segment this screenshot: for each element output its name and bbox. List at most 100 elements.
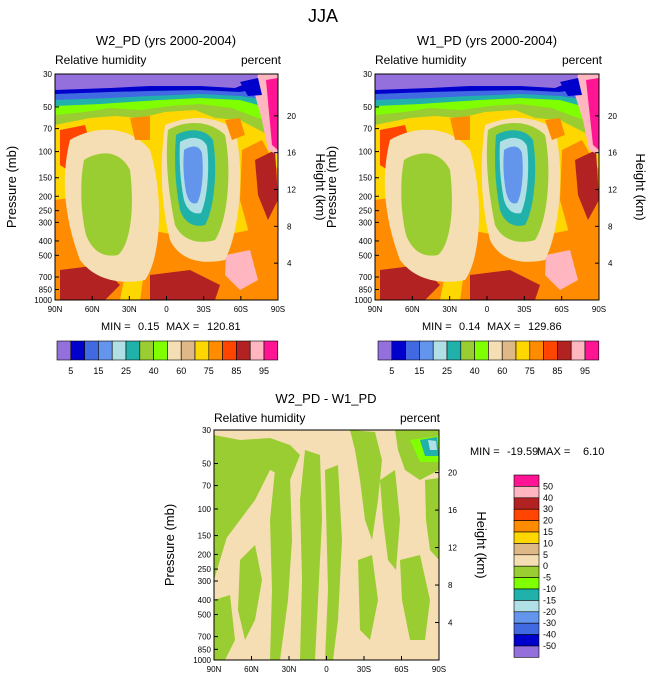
colorbar-swatch	[56, 340, 72, 361]
min-value: 0.15	[138, 321, 159, 333]
y-tick-label: 250	[359, 207, 373, 216]
colorbar-swatch	[111, 340, 127, 361]
height-tick-label: 4	[448, 619, 453, 628]
y-tick-label: 30	[43, 70, 52, 79]
max-value: 6.10	[583, 446, 604, 458]
figure-title: JJA	[308, 6, 338, 26]
colorbar-swatch	[513, 611, 540, 624]
height-tick-label: 8	[608, 222, 613, 231]
y-tick-label: 200	[198, 550, 212, 559]
y-tick-label: 30	[202, 426, 211, 435]
colorbar-swatch	[153, 340, 168, 361]
y-tick-label: 70	[43, 125, 52, 134]
x-tick-label: 60N	[405, 305, 420, 314]
colorbar-label: 60	[176, 366, 186, 376]
y-tick-label: 70	[363, 125, 372, 134]
y-tick-label: 30	[363, 70, 372, 79]
colorbar-label: 25	[442, 366, 452, 376]
colorbar-swatch	[222, 340, 237, 361]
colorbar-swatch	[446, 340, 462, 361]
y-tick-label: 400	[198, 596, 212, 605]
max-label: MAX =	[487, 321, 520, 333]
colorbar-label: -15	[543, 595, 556, 605]
y-tick-label: 850	[198, 645, 212, 654]
panel-w2-pd: W2_PD (yrs 2000-2004) Relative humidity …	[4, 33, 328, 376]
colorbar-swatch	[513, 554, 540, 567]
y-tick-label: 850	[39, 286, 53, 295]
y-tick-label: 700	[198, 633, 212, 642]
right-string: percent	[562, 53, 603, 67]
max-value: 120.81	[207, 321, 241, 333]
left-string: Relative humidity	[375, 53, 466, 67]
colorbar-label: -30	[543, 618, 556, 628]
panel-title: W2_PD - W1_PD	[275, 391, 376, 406]
colorbar-swatch	[208, 340, 223, 361]
contour-field	[375, 74, 599, 300]
panel-title: W2_PD (yrs 2000-2004)	[96, 33, 236, 48]
x-tick-label: 30N	[122, 305, 137, 314]
y-tick-label: 70	[202, 482, 211, 491]
left-string: Relative humidity	[55, 53, 146, 67]
colorbar-label: 85	[552, 366, 562, 376]
y-tick-label: 100	[39, 148, 53, 157]
height-tick-label: 8	[287, 222, 292, 231]
colorbar-label: 85	[231, 366, 241, 376]
min-label: MIN =	[101, 321, 131, 333]
colorbar-swatch	[460, 340, 475, 361]
x-tick-label: 90N	[368, 305, 383, 314]
colorbar-label: 60	[497, 366, 507, 376]
colorbar-swatch	[513, 645, 540, 658]
x-tick-label: 90S	[271, 305, 285, 314]
colorbar-label: 75	[525, 366, 535, 376]
y-axis-label: Pressure (mb)	[324, 146, 339, 228]
colorbar-swatch	[513, 600, 540, 613]
y-tick-label: 150	[198, 532, 212, 541]
colorbar-swatch	[513, 508, 540, 521]
y-tick-label: 150	[39, 174, 53, 183]
y-tick-label: 50	[363, 103, 372, 112]
x-tick-label: 30S	[517, 305, 531, 314]
colorbar-label: 50	[543, 481, 553, 491]
colorbar-label: -10	[543, 584, 556, 594]
min-value: 0.14	[459, 321, 480, 333]
axes: 90N 60N 30N 0 30S 60S 90S 30 50 70 100 150 200 250 300…	[354, 70, 617, 314]
colorbar-swatch	[557, 340, 572, 361]
height-tick-label: 12	[287, 186, 296, 195]
x-tick-label: 60S	[234, 305, 248, 314]
y-tick-label: 400	[39, 237, 53, 246]
colorbar-swatch	[98, 340, 113, 361]
panel-difference: W2_PD - W1_PD Relative humidity percent …	[162, 391, 604, 674]
height-tick-label: 20	[448, 469, 457, 478]
y-tick-label: 200	[39, 192, 53, 201]
colorbar-label: 15	[93, 366, 103, 376]
colorbar-label: 95	[580, 366, 590, 376]
height-tick-label: 16	[448, 506, 457, 515]
y-tick-label: 700	[359, 273, 373, 282]
y-tick-label: 150	[359, 174, 373, 183]
colorbar-label: 0	[543, 561, 548, 571]
colorbar-label: 25	[121, 366, 131, 376]
colorbar-swatch	[263, 340, 279, 361]
y-axis-label: Pressure (mb)	[4, 146, 19, 228]
colorbar-swatch	[570, 340, 586, 361]
colorbar-label: 20	[543, 516, 553, 526]
axes: 90N 60N 30N 0 30S 60S 90S 30 50 70 100 150 200 250 300…	[193, 426, 457, 674]
x-tick-label: 60S	[555, 305, 569, 314]
colorbar-swatch	[474, 340, 489, 361]
x-tick-label: 90N	[207, 665, 222, 674]
colorbar-swatch	[419, 340, 434, 361]
x-tick-label: 30N	[442, 305, 457, 314]
max-label: MAX =	[537, 446, 570, 458]
colorbar-swatch	[513, 531, 540, 544]
height-tick-label: 4	[287, 259, 292, 268]
y-tick-label: 50	[202, 460, 211, 469]
y-tick-label: 850	[359, 286, 373, 295]
x-tick-label: 30N	[282, 665, 297, 674]
colorbar-label: 40	[543, 493, 553, 503]
height-tick-label: 8	[448, 581, 453, 590]
height-tick-label: 12	[608, 186, 617, 195]
height-tick-label: 20	[287, 112, 296, 121]
colorbar-swatch	[377, 340, 393, 361]
y-axis-label-right: Height (km)	[633, 153, 647, 220]
